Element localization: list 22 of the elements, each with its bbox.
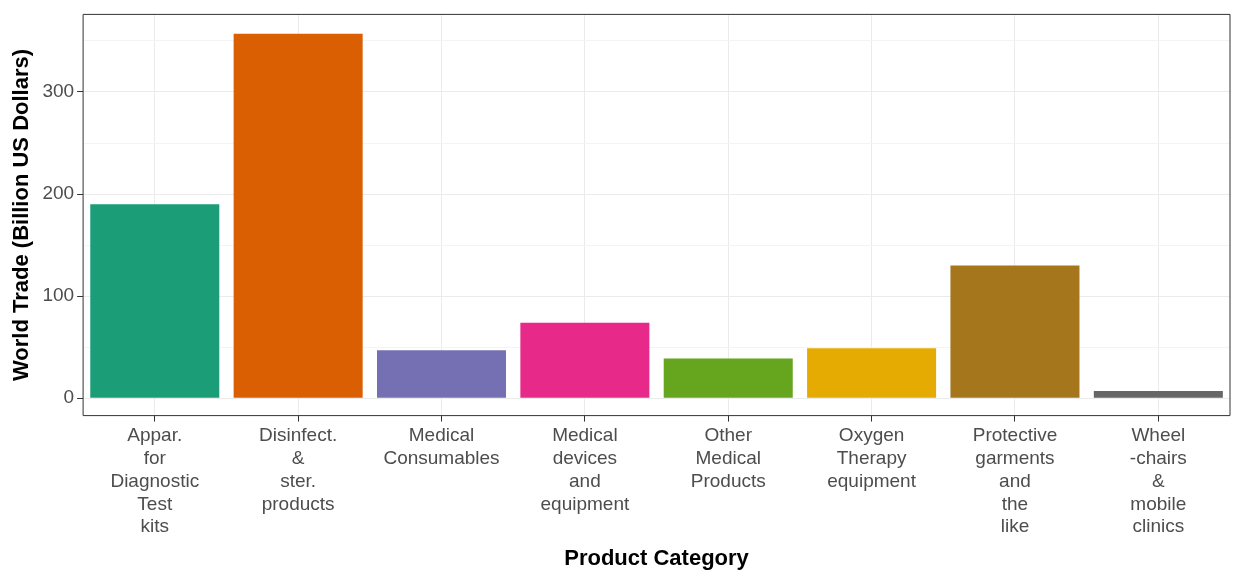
x-tick-label: Medical Consumables [383, 424, 500, 469]
x-tick-label: Wheel -chairs & mobile clinics [1129, 424, 1187, 537]
bar [663, 358, 793, 398]
y-tick-label: 200 [42, 182, 75, 204]
bar [520, 322, 650, 398]
x-tick-label: Other Medical Products [690, 424, 766, 491]
bar [950, 265, 1080, 398]
y-tick-label: 300 [42, 80, 75, 102]
y-tick-label: 100 [42, 284, 75, 306]
bar [90, 204, 220, 398]
x-tick-label: Disinfect. & ster. products [259, 424, 338, 514]
bar [807, 348, 937, 398]
x-tick-label: Medical devices and equipment [540, 424, 630, 514]
x-tick-label: Appar. for Diagnostic Test kits [110, 424, 200, 537]
bar [233, 33, 363, 398]
bar [376, 350, 507, 398]
x-axis-title: Product Category [564, 544, 750, 570]
bar [1093, 391, 1223, 398]
y-tick-label: 0 [63, 386, 75, 408]
x-tick-label: Protective garments and the like [972, 424, 1058, 537]
x-tick-label: Oxygen Therapy equipment [827, 424, 917, 491]
y-axis-title: World Trade (Billion US Dollars) [8, 48, 34, 382]
